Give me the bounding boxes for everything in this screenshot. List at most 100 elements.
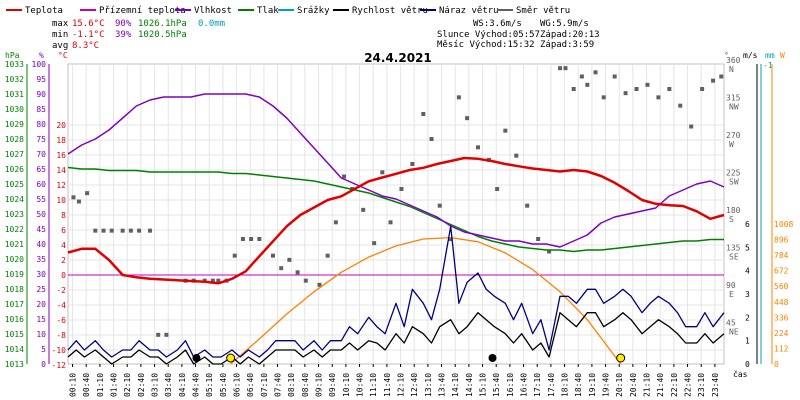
stats-max-humidity: 90% [115,19,132,29]
celsius-tick-label: 12 [56,181,66,190]
moonset-info: Západ:3:59 [540,40,594,50]
hpa-tick-label: 1018 [5,285,24,294]
wind-direction-point [216,278,221,283]
hpa-tick-label: 1030 [5,105,24,114]
time-tick-label: 09:40 [328,373,337,397]
legend-label: Tlak [257,6,279,16]
mm-unit-label: mm [765,51,775,60]
ms-unit-label: m/s [743,51,758,60]
stats-block: max 15.6°C 90% 1026.1hPa 0.0mm min -1.1°… [52,19,225,51]
series-line-teplota [67,156,725,285]
wind-direction-point [148,228,152,233]
time-tick-label: 14:40 [465,373,474,397]
wind-direction-point [249,237,254,241]
pct-tick-label: 85 [36,105,46,114]
hpa-tick-label: 1024 [5,195,24,204]
astro-info: WS:3.6m/s WG:5.9m/s Slunce Východ:05:57 … [437,19,600,50]
sunset-info: Západ:20:13 [540,30,600,40]
time-tick-label: 18:40 [574,373,583,397]
celsius-tick-label: -4 [56,301,66,310]
time-tick-label: 03:40 [164,373,173,397]
wind-direction-point [634,87,639,91]
time-tick-label: 17:40 [547,373,556,397]
celsius-tick-label: 16 [56,151,66,160]
wind-direction-point [279,266,284,271]
stats-min-label: min [52,30,68,40]
wind-direction-point [421,112,426,116]
celsius-tick-label: 14 [56,166,66,175]
pct-tick-label: 50 [36,210,46,219]
direction-tick-label: 270 [726,131,741,140]
wind-direction-point [109,228,114,233]
direction-compass-label: S [729,215,734,224]
stats-max-rain: 0.0mm [198,19,225,29]
legend: Teplota Přízemní teplota Vlhkost Tlak Sr… [6,6,570,16]
series-line-sluneční-záření [230,236,622,365]
chart-title: 24.4.2021 [364,51,432,65]
pct-tick-label: 90 [36,90,46,99]
pct-tick-label: 0 [41,360,46,369]
moonrise-marker [488,354,497,362]
wind-direction-point [495,187,500,191]
wind-direction-point [380,170,385,175]
celsius-tick-label: -12 [52,361,67,370]
ms-tick-label: 0 [745,360,750,369]
hpa-tick-label: 1025 [5,180,24,189]
hpa-tick-label: 1017 [5,300,24,309]
legend-item-smer-vetru: Směr větru [497,6,570,16]
wind-direction-point [164,332,169,337]
w-unit-label: W [780,51,785,60]
direction-compass-label: E [729,290,734,299]
wind-direction-point [536,237,541,241]
time-tick-label: 07:40 [274,373,283,397]
wind-direction-point [101,228,106,233]
hpa-unit-label: hPa [5,51,20,60]
pct-tick-label: 100 [32,60,47,69]
ms-tick-label: 6 [745,220,750,229]
time-tick-label: 09:10 [315,373,324,397]
w-tick-label: 112 [774,344,789,353]
legend-item-rychlost-vetru: Rychlost větru [333,6,428,16]
time-tick-label: 18:10 [561,373,570,397]
moonset-marker [192,354,201,362]
pct-tick-label: 80 [36,120,46,129]
stats-max-label: max [52,19,69,29]
time-tick-label: 22:40 [684,373,693,397]
pct-tick-label: 60 [36,180,46,189]
series-line-náraz-větru [67,225,725,358]
time-tick-label: 06:10 [233,373,242,397]
wind-direction-point [361,207,366,212]
celsius-tick-label: -8 [56,331,66,340]
stats-min-humidity: 39% [115,30,132,40]
wind-direction-point [612,74,617,79]
grid [67,63,725,365]
wind-direction-point [120,228,125,233]
celsius-tick-label: 0 [61,271,66,280]
wind-direction-point [333,220,338,225]
legend-item-naraz-vetru: Náraz větru [420,6,499,16]
stats-min-temp: -1.1°C [72,30,105,40]
sunrise-info: Slunce Východ:05:57 [437,30,540,40]
time-tick-label: 04:40 [192,373,201,397]
ms-tick-label: 2 [745,313,750,322]
pct-tick-label: 25 [36,285,46,294]
celsius-tick-label: -6 [56,316,66,325]
direction-tick-label: 360 [726,56,741,65]
wind-direction-point [399,187,404,191]
legend-label: Teplota [25,6,63,16]
time-tick-label: 21:10 [643,373,652,397]
celsius-tick-label: -2 [56,286,66,295]
time-tick-label: 12:10 [397,373,406,397]
direction-tick-label: 315 [726,94,741,103]
time-tick-label: 22:10 [670,373,679,397]
ms-tick-label: 5 [745,243,750,252]
time-tick-label: 10:10 [342,373,351,397]
moonrise-info: Měsíc Východ:15:32 [437,40,535,50]
hpa-tick-label: 1016 [5,315,24,324]
wind-speed-info: WS:3.6m/s [473,19,522,29]
time-tick-label: 01:10 [96,373,105,397]
direction-compass-label: N [729,65,734,74]
pct-tick-label: 15 [36,315,46,324]
hpa-tick-label: 1022 [5,225,24,234]
